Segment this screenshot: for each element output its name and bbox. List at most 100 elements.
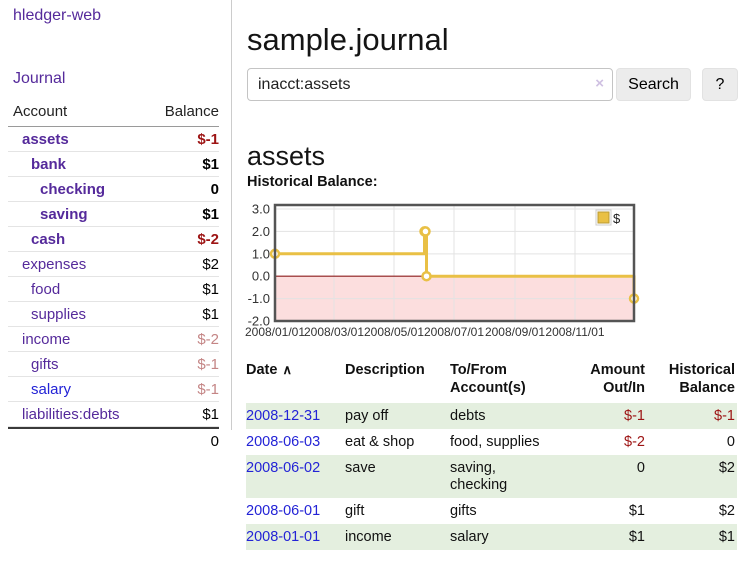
sidebar-account-row: liabilities:debts $1 [8,402,219,427]
accounts-total-value: 0 [210,433,219,450]
balance-column-header: Historical Balance [668,362,735,396]
register-row: 2008-01-01 income salary $1 $1 [246,524,737,550]
clear-search-icon[interactable]: × [595,75,604,92]
sidebar-account-row: saving $1 [8,202,219,227]
sidebar-account-row: expenses $2 [8,252,219,277]
transaction-date-link[interactable]: 2008-06-03 [246,434,321,450]
svg-text:2008/05/01: 2008/05/01 [364,325,424,339]
transaction-amount: 0 [636,460,645,476]
sidebar-account-balance: $1 [202,406,219,423]
sidebar-account-link[interactable]: bank [31,156,67,173]
svg-text:$: $ [613,211,621,226]
transaction-amount: $1 [628,529,645,545]
svg-text:2008/07/01: 2008/07/01 [424,325,484,339]
svg-text:0.0: 0.0 [252,269,270,284]
register-row: 2008-12-31 pay off debts $-1 $-1 [246,403,737,429]
sidebar-account-link[interactable]: saving [40,206,88,223]
svg-text:-2.0: -2.0 [248,314,270,329]
register-row: 2008-06-02 save saving, checking 0 $2 [246,455,737,498]
svg-text:2008/01/01: 2008/01/01 [245,325,305,339]
sidebar-account-row: gifts $-1 [8,352,219,377]
svg-text:2008/09/01: 2008/09/01 [485,325,545,339]
search-button[interactable]: Search [616,68,691,101]
sidebar-account-row: cash $-2 [8,227,219,252]
sidebar-account-row: supplies $1 [8,302,219,327]
transaction-description: eat & shop [345,434,415,450]
transaction-balance: $1 [718,529,735,545]
account-heading: assets [247,141,326,172]
transaction-accounts: salary [450,529,489,545]
app-brand-link[interactable]: hledger-web [13,7,102,24]
balance-column-header: Balance [164,103,219,120]
sidebar-account-balance: $1 [202,306,219,323]
transaction-accounts: saving, checking [450,460,508,493]
accounts-balance-table: Account Balance assets $-1 bank $1 checking 0… [8,100,219,454]
sidebar-item-journal[interactable]: Journal [13,70,66,87]
transaction-amount: $1 [628,503,645,519]
sort-ascending-icon: ∧ [282,362,292,377]
date-header-label: Date [246,362,278,378]
sidebar-account-row: salary $-1 [8,377,219,402]
sidebar-account-balance: $1 [202,206,219,223]
date-column-header[interactable]: Date ∧ [246,361,345,403]
sidebar-account-balance: 0 [210,181,219,198]
sidebar-account-link[interactable]: salary [31,381,72,398]
transaction-date-link[interactable]: 2008-06-02 [246,460,321,476]
sidebar-account-balance: $-1 [197,356,219,373]
sidebar-account-link[interactable]: supplies [31,306,87,323]
register-row: 2008-06-03 eat & shop food, supplies $-2 0 [246,429,737,455]
sidebar-account-link[interactable]: cash [31,231,66,248]
svg-text:2.0: 2.0 [252,224,270,239]
sidebar-account-row: bank $1 [8,152,219,177]
transaction-balance: 0 [726,434,735,450]
transaction-date-link[interactable]: 2008-06-01 [246,503,321,519]
transaction-amount: $-1 [624,408,645,424]
historical-balance-chart: $3.0 2.0 1.0 0.0 -1.0 -2.02008/01/012008/03/0… [245,202,640,339]
transaction-accounts: food, supplies [450,434,540,450]
accounts-column-header: To/From Account(s) [450,362,526,396]
sidebar-account-link[interactable]: liabilities:debts [22,406,120,423]
transaction-amount: $-2 [624,434,645,450]
transaction-description: save [345,460,376,476]
transaction-accounts: debts [450,408,486,424]
sidebar-account-balance: $-1 [197,131,219,148]
register-table: Date ∧ Description To/From Account(s) Amo… [246,361,737,550]
svg-text:1.0: 1.0 [252,246,270,261]
search-form: × [247,68,613,101]
sidebar-account-link[interactable]: gifts [31,356,59,373]
sidebar-account-row: income $-2 [8,327,219,352]
sidebar-account-link[interactable]: assets [22,131,69,148]
accounts-table-header: Account Balance [8,100,219,127]
transaction-description: gift [345,503,365,519]
sidebar-account-balance: $-1 [197,381,219,398]
search-input[interactable] [247,68,613,101]
sidebar-account-link[interactable]: food [31,281,61,298]
sidebar-account-balance: $2 [202,256,219,273]
sidebar-account-link[interactable]: income [22,331,71,348]
transaction-date-link[interactable]: 2008-01-01 [246,529,321,545]
register-header-row: Date ∧ Description To/From Account(s) Amo… [246,361,737,403]
page-title: sample.journal [247,21,449,57]
register-row: 2008-06-01 gift gifts $1 $2 [246,498,737,524]
sidebar-account-row: assets $-1 [8,127,219,152]
svg-text:-1.0: -1.0 [248,291,270,306]
svg-text:3.0: 3.0 [252,202,270,217]
transaction-description: income [345,529,392,545]
sidebar: hledger-web Journal Account Balance asse… [0,0,232,450]
accounts-total-row: 0 [8,427,219,454]
sidebar-account-balance: $-2 [197,331,219,348]
transaction-balance: $2 [718,460,735,476]
transaction-description: pay off [345,408,389,424]
sidebar-account-balance: $1 [202,281,219,298]
sidebar-account-row: food $1 [8,277,219,302]
help-button[interactable]: ? [702,68,738,101]
sidebar-account-balance: $-2 [197,231,219,248]
transaction-date-link[interactable]: 2008-12-31 [246,408,321,424]
chart-title: Historical Balance: [247,174,378,190]
transaction-balance: $2 [718,503,735,519]
svg-text:2008/11/01: 2008/11/01 [545,325,604,339]
sidebar-account-link[interactable]: expenses [22,256,87,273]
transaction-balance: $-1 [714,408,735,424]
sidebar-account-link[interactable]: checking [40,181,106,198]
accounts-column-header: Account [13,103,68,120]
